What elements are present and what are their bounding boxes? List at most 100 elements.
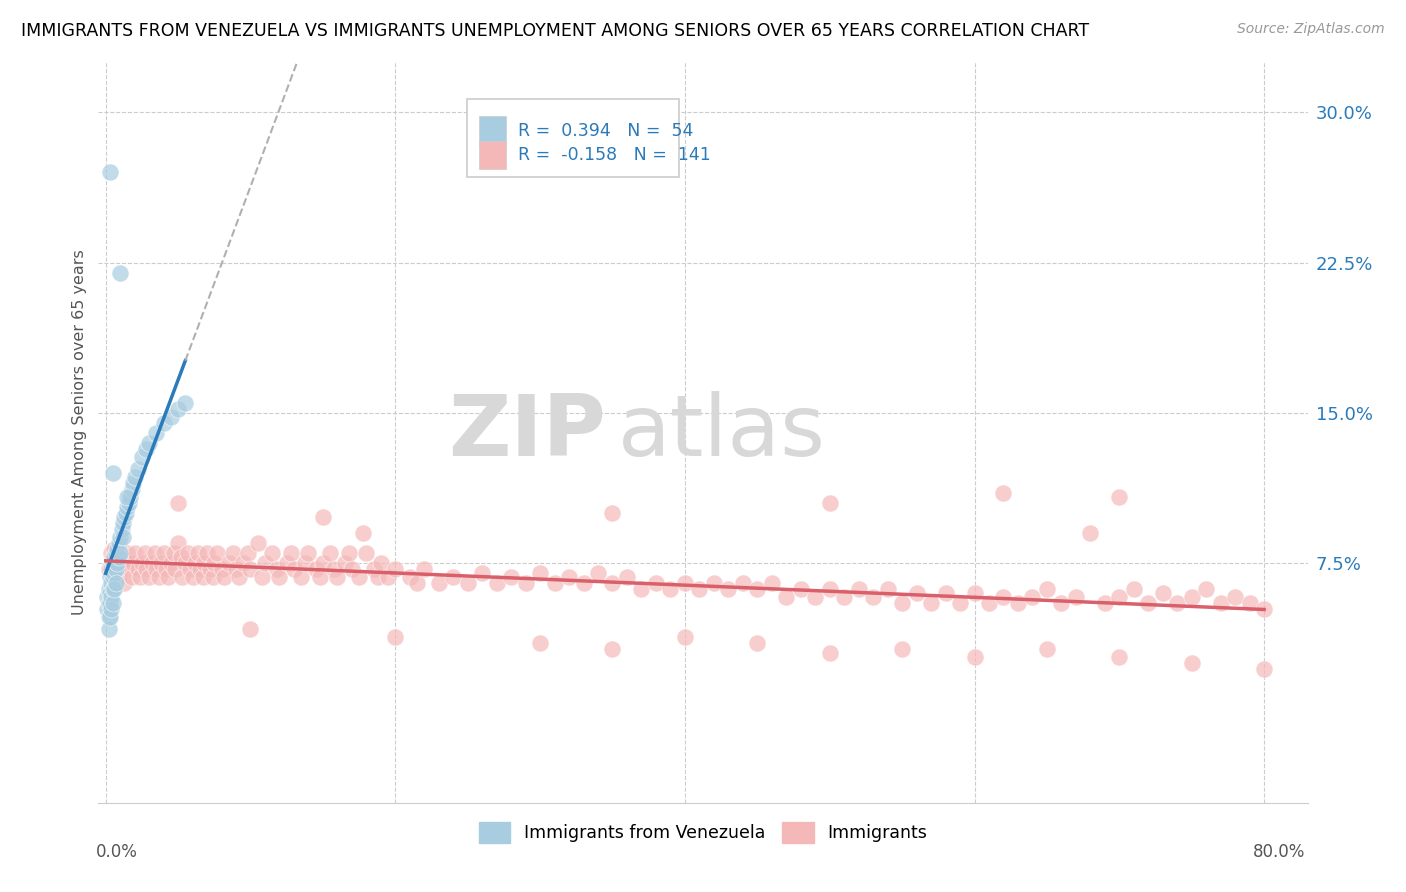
Point [891,596,914,610]
Point [98,596,121,610]
Point [112,530,135,544]
Point [118,496,141,510]
Point [122,556,145,570]
Point [688,582,710,596]
Point [124,546,146,560]
Text: Source: ZipAtlas.com: Source: ZipAtlas.com [1237,22,1385,37]
Point [352,525,374,540]
Point [177,546,200,560]
Point [993,485,1015,500]
Point [121,482,143,496]
Point [340,562,363,576]
Point [117,490,139,504]
Point [1021,590,1043,604]
Point [602,641,624,656]
Point [276,556,298,570]
Point [101,570,124,584]
Point [170,549,193,564]
Point [297,546,319,560]
Point [312,556,335,570]
Point [131,450,153,464]
Point [250,570,273,584]
Text: 80.0%: 80.0% [1253,843,1305,861]
Point [246,535,269,549]
Point [333,556,356,570]
Point [191,570,214,584]
Point [124,469,146,483]
Point [294,556,316,570]
Point [184,556,207,570]
Point [485,575,508,590]
Point [225,562,247,576]
Text: ZIP: ZIP [449,391,606,475]
Point [218,556,240,570]
Point [104,546,127,560]
Point [145,562,167,576]
Point [167,496,190,510]
Point [848,582,870,596]
Point [101,466,124,480]
Point [148,570,170,584]
Point [105,566,128,580]
Text: R =  0.394   N =  54: R = 0.394 N = 54 [517,121,693,139]
Point [239,562,262,576]
Point [104,556,127,570]
Point [114,575,136,590]
Point [127,562,149,576]
Point [222,546,245,560]
Point [98,570,121,584]
Point [101,549,124,564]
Point [167,535,190,549]
Text: IMMIGRANTS FROM VENEZUELA VS IMMIGRANTS UNEMPLOYMENT AMONG SENIORS OVER 65 YEARS: IMMIGRANTS FROM VENEZUELA VS IMMIGRANTS … [21,22,1090,40]
Point [174,556,197,570]
Point [703,575,725,590]
Point [107,549,129,564]
Point [112,516,135,530]
Point [384,562,406,576]
Point [347,570,370,584]
Point [187,546,209,560]
Point [543,575,565,590]
Point [214,570,236,584]
Point [188,562,211,576]
Point [172,570,194,584]
Point [1122,582,1144,596]
Point [1239,596,1261,610]
Point [515,575,537,590]
Point [441,570,464,584]
Point [141,556,163,570]
Point [100,575,122,590]
Point [143,546,166,560]
Point [920,596,942,610]
Point [529,566,551,580]
Point [195,546,218,560]
Point [100,546,122,560]
Point [152,416,174,430]
Point [761,575,783,590]
Point [602,575,624,590]
Point [384,630,406,644]
Point [228,570,250,584]
Point [645,575,668,590]
Point [457,575,479,590]
Point [174,395,197,409]
Point [115,556,138,570]
Point [97,562,120,576]
Point [326,570,349,584]
Point [1007,596,1029,610]
Point [1080,525,1102,540]
Point [108,546,131,560]
Point [97,582,120,596]
Point [101,556,124,570]
Point [529,636,551,650]
Point [156,570,179,584]
Point [1094,596,1116,610]
Point [159,556,181,570]
Point [471,566,494,580]
Point [1209,596,1232,610]
Point [1152,585,1174,599]
Point [107,535,129,549]
Point [97,596,120,610]
Point [117,546,139,560]
Point [127,461,149,475]
